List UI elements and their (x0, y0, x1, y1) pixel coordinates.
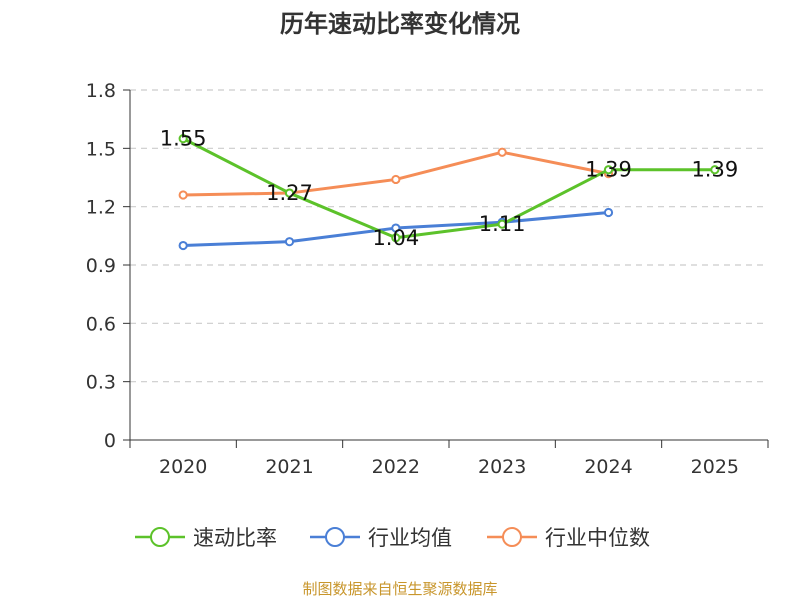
data-point (391, 174, 401, 185)
data-point (284, 188, 295, 198)
data-point (603, 207, 614, 218)
data-point (178, 190, 188, 200)
series-line (182, 137, 715, 240)
x-tick-label: 2020 (159, 456, 207, 478)
legend[interactable]: 速动比率 行业均值 行业中位数 (135, 526, 650, 550)
data-point (603, 165, 614, 175)
axes: 0 0.3 0.6 0.9 1.2 1.5 1.8 2020 2021 2022 2023 2024 2… (86, 80, 769, 478)
data-label: 1.39 (691, 158, 738, 182)
y-tick-label: 1.5 (86, 138, 116, 160)
y-tick-label: 0.9 (86, 255, 116, 277)
y-tick-label: 0.3 (86, 372, 116, 394)
x-tick-label: 2022 (372, 456, 420, 478)
x-tick-label: 2024 (584, 456, 632, 478)
data-point (284, 237, 295, 247)
y-tick-label: 1.8 (86, 80, 116, 102)
legend-label[interactable]: 行业中位数 (545, 526, 650, 550)
data-label: 1.27 (266, 181, 313, 205)
grid-lines (130, 89, 768, 383)
data-label: 1.11 (479, 212, 526, 236)
data-label: 1.04 (372, 226, 419, 250)
y-tick-label: 0.6 (86, 313, 116, 335)
chart-title: 历年速动比率变化情况 (280, 10, 520, 38)
data-point (178, 240, 188, 251)
legend-label[interactable]: 速动比率 (193, 526, 277, 550)
legend-marker[interactable] (502, 527, 522, 547)
data-point (391, 223, 401, 233)
series-lines (178, 134, 720, 251)
data-label: 1.55 (160, 127, 207, 151)
legend-marker[interactable] (325, 527, 345, 547)
x-tick-label: 2025 (691, 456, 739, 478)
data-point (497, 147, 507, 157)
y-tick-label: 0 (104, 430, 116, 452)
series-line (183, 150, 609, 197)
data-label: 1.39 (585, 158, 632, 182)
data-point (710, 165, 720, 175)
data-point (497, 219, 507, 229)
source-note: 制图数据来自恒生聚源数据库 (302, 580, 498, 598)
y-tick-label: 1.2 (86, 197, 116, 219)
legend-marker[interactable] (150, 527, 170, 547)
data-point (178, 134, 188, 144)
legend-label[interactable]: 行业均值 (368, 526, 452, 550)
data-point (391, 233, 401, 243)
x-tick-label: 2023 (478, 456, 526, 478)
x-tick-label: 2021 (265, 456, 313, 478)
data-labels: 1.55 1.27 1.04 1.11 1.39 1.39 (160, 127, 738, 250)
